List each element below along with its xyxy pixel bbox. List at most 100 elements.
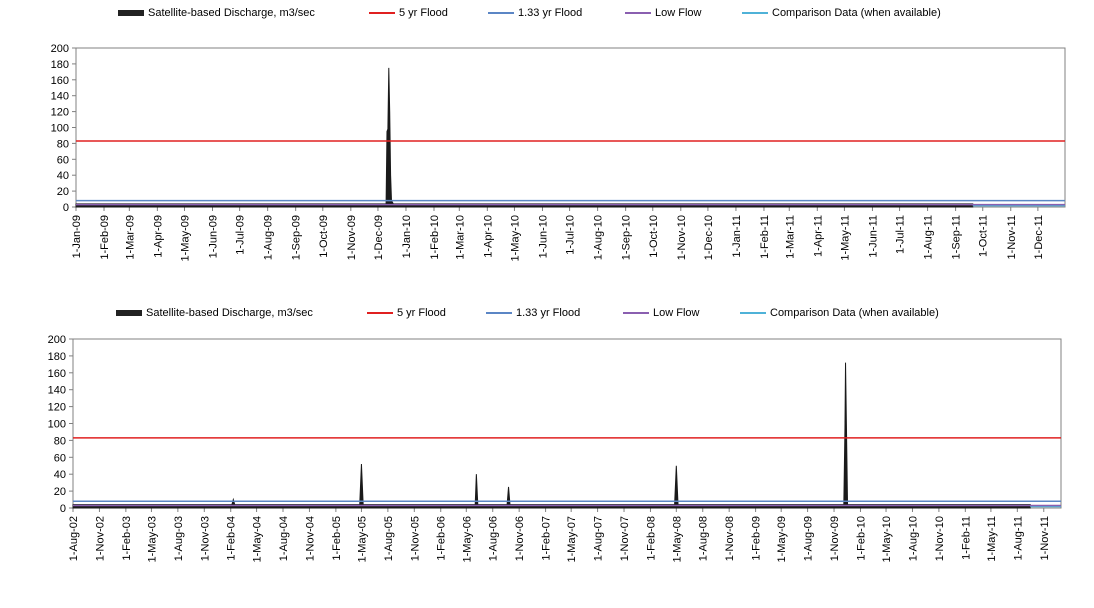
y-tick-label: 60: [57, 154, 69, 166]
legend-swatch-lowflow: [623, 312, 649, 314]
y-tick-label: 40: [57, 170, 69, 182]
x-tick-label: 1-Aug-04: [278, 516, 290, 561]
y-tick-label: 120: [51, 107, 69, 119]
legend-item-lowflow: Low Flow: [623, 306, 699, 320]
legend-item-flood5: 5 yr Flood: [367, 306, 446, 320]
y-tick-label: 0: [60, 503, 66, 515]
x-tick-label: 1-Jun-10: [537, 215, 549, 258]
y-tick-label: 20: [54, 486, 66, 498]
y-tick-label: 100: [48, 419, 66, 431]
x-tick-label: 1-Dec-10: [703, 215, 715, 260]
legend-label-flood133: 1.33 yr Flood: [516, 307, 581, 319]
x-tick-label: 1-Feb-11: [759, 215, 771, 259]
y-tick-label: 0: [63, 202, 69, 214]
legend-swatch-flood133: [488, 12, 514, 14]
y-tick-label: 80: [57, 138, 69, 150]
x-tick-label: 1-Aug-02: [68, 516, 80, 561]
x-tick-label: 1-Nov-08: [724, 516, 736, 561]
legend-label-comparison: Comparison Data (when available): [770, 307, 939, 319]
x-tick-label: 1-Apr-11: [812, 215, 824, 257]
legend-swatch-discharge: [118, 10, 144, 16]
x-tick-label: 1-Nov-11: [1039, 516, 1051, 560]
x-tick-label: 1-May-10: [881, 516, 893, 562]
legend-item-flood133: 1.33 yr Flood: [488, 6, 582, 20]
plot-top: 0 20 40 60 80 100 120 140 160 180 200 1-Jan-09 1-Feb…: [51, 43, 1066, 261]
y-tick-label: 120: [48, 402, 66, 414]
legend-label-flood5: 5 yr Flood: [397, 307, 446, 319]
x-tick-label: 1-Nov-10: [934, 516, 946, 561]
x-tick-label: 1-Sep-11: [951, 215, 963, 259]
x-tick-label: 1-Nov-05: [409, 516, 421, 561]
x-tick-label: 1-Mar-11: [784, 215, 796, 259]
legend-swatch-flood5: [369, 12, 395, 14]
x-tick-label: 1-Jul-10: [565, 215, 577, 255]
x-tick-label: 1-Feb-10: [855, 516, 867, 561]
x-tick-label: 1-Nov-07: [619, 516, 631, 561]
x-tick-label: 1-Feb-05: [331, 516, 343, 561]
legend-item-discharge: Satellite-based Discharge, m3/sec: [118, 6, 315, 20]
y-tick-label: 180: [51, 59, 69, 71]
x-tick-label: 1-Aug-09: [803, 516, 815, 561]
x-tick-label: 1-Feb-09: [751, 516, 763, 561]
x-tick-label: 1-Mar-10: [454, 215, 466, 260]
x-tick-label: 1-Aug-06: [488, 516, 500, 561]
x-tick-label: 1-Sep-10: [621, 215, 633, 260]
x-tick-label: 1-May-09: [179, 215, 191, 261]
legend-label-comparison: Comparison Data (when available): [772, 7, 941, 19]
plot-bottom: 0 20 40 60 80 100 120 140 160 180 200 1-Aug-02 1-Nov…: [48, 334, 1062, 562]
x-tick-label: 1-Nov-09: [346, 215, 358, 260]
x-tick-label: 1-May-08: [671, 516, 683, 562]
y-tick-label: 100: [51, 123, 69, 135]
x-tick-label: 1-Nov-11: [1006, 215, 1018, 259]
x-tick-label: 1-May-07: [566, 516, 578, 562]
legend-item-flood5: 5 yr Flood: [369, 6, 448, 20]
legend-item-flood133: 1.33 yr Flood: [486, 306, 580, 320]
x-tick-label: 1-Apr-09: [152, 215, 164, 258]
x-tick-label: 1-Feb-09: [99, 215, 111, 260]
x-tick-label: 1-Jul-09: [235, 215, 247, 255]
legend-label-flood133: 1.33 yr Flood: [518, 7, 583, 19]
legend-label-lowflow: Low Flow: [655, 7, 702, 19]
x-tick-label: 1-Feb-08: [645, 516, 657, 561]
discharge-series: [75, 67, 974, 208]
x-tick-label: 1-Aug-09: [263, 215, 275, 260]
x-tick-label: 1-Aug-08: [698, 516, 710, 561]
x-tick-label: 1-Aug-11: [923, 215, 935, 259]
x-tick-label: 1-Oct-11: [978, 215, 990, 257]
legend-item-comparison: Comparison Data (when available): [742, 6, 941, 20]
x-tick-label: 1-Feb-07: [541, 516, 553, 561]
legend-label-discharge: Satellite-based Discharge, m3/sec: [146, 307, 313, 319]
plot-area: [72, 338, 1062, 509]
legend-item-discharge: Satellite-based Discharge, m3/sec: [116, 306, 313, 320]
legend-swatch-flood133: [486, 312, 512, 314]
x-tick-label: 1-Nov-09: [829, 516, 841, 561]
x-tick-label: 1-Aug-05: [383, 516, 395, 561]
y-tick-label: 200: [51, 43, 69, 55]
x-tick-label: 1-Aug-10: [907, 516, 919, 561]
x-tick-label: 1-Apr-10: [482, 215, 494, 258]
legend-swatch-comparison: [740, 312, 766, 314]
x-tick-label: 1-Jul-11: [895, 215, 907, 254]
discharge-series: [72, 362, 1031, 509]
y-tick-label: 160: [51, 75, 69, 87]
legend-label-flood5: 5 yr Flood: [399, 7, 448, 19]
x-tick-label: 1-Nov-02: [94, 516, 106, 561]
x-tick-label: 1-Aug-03: [173, 516, 185, 561]
x-tick-label: 1-May-11: [839, 215, 851, 261]
x-tick-label: 1-Nov-04: [304, 516, 316, 561]
y-tick-label: 140: [48, 385, 66, 397]
y-tick-label: 200: [48, 334, 66, 346]
x-tick-label: 1-Feb-04: [226, 516, 238, 561]
x-tick-label: 1-Dec-11: [1033, 215, 1045, 259]
x-tick-label: 1-Aug-07: [593, 516, 605, 561]
y-tick-label: 180: [48, 351, 66, 363]
x-tick-label: 1-Feb-11: [960, 516, 972, 560]
x-tick-label: 1-Jan-11: [731, 215, 743, 258]
x-tick-label: 1-May-09: [776, 516, 788, 562]
y-tick-label: 60: [54, 452, 66, 464]
x-tick-label: 1-Nov-06: [514, 516, 526, 561]
x-tick-label: 1-Jun-09: [208, 215, 220, 258]
x-tick-label: 1-May-03: [146, 516, 158, 562]
x-tick-label: 1-Nov-10: [676, 215, 688, 260]
chart-panel-top: Satellite-based Discharge, m3/sec 5 yr F…: [0, 0, 1094, 300]
